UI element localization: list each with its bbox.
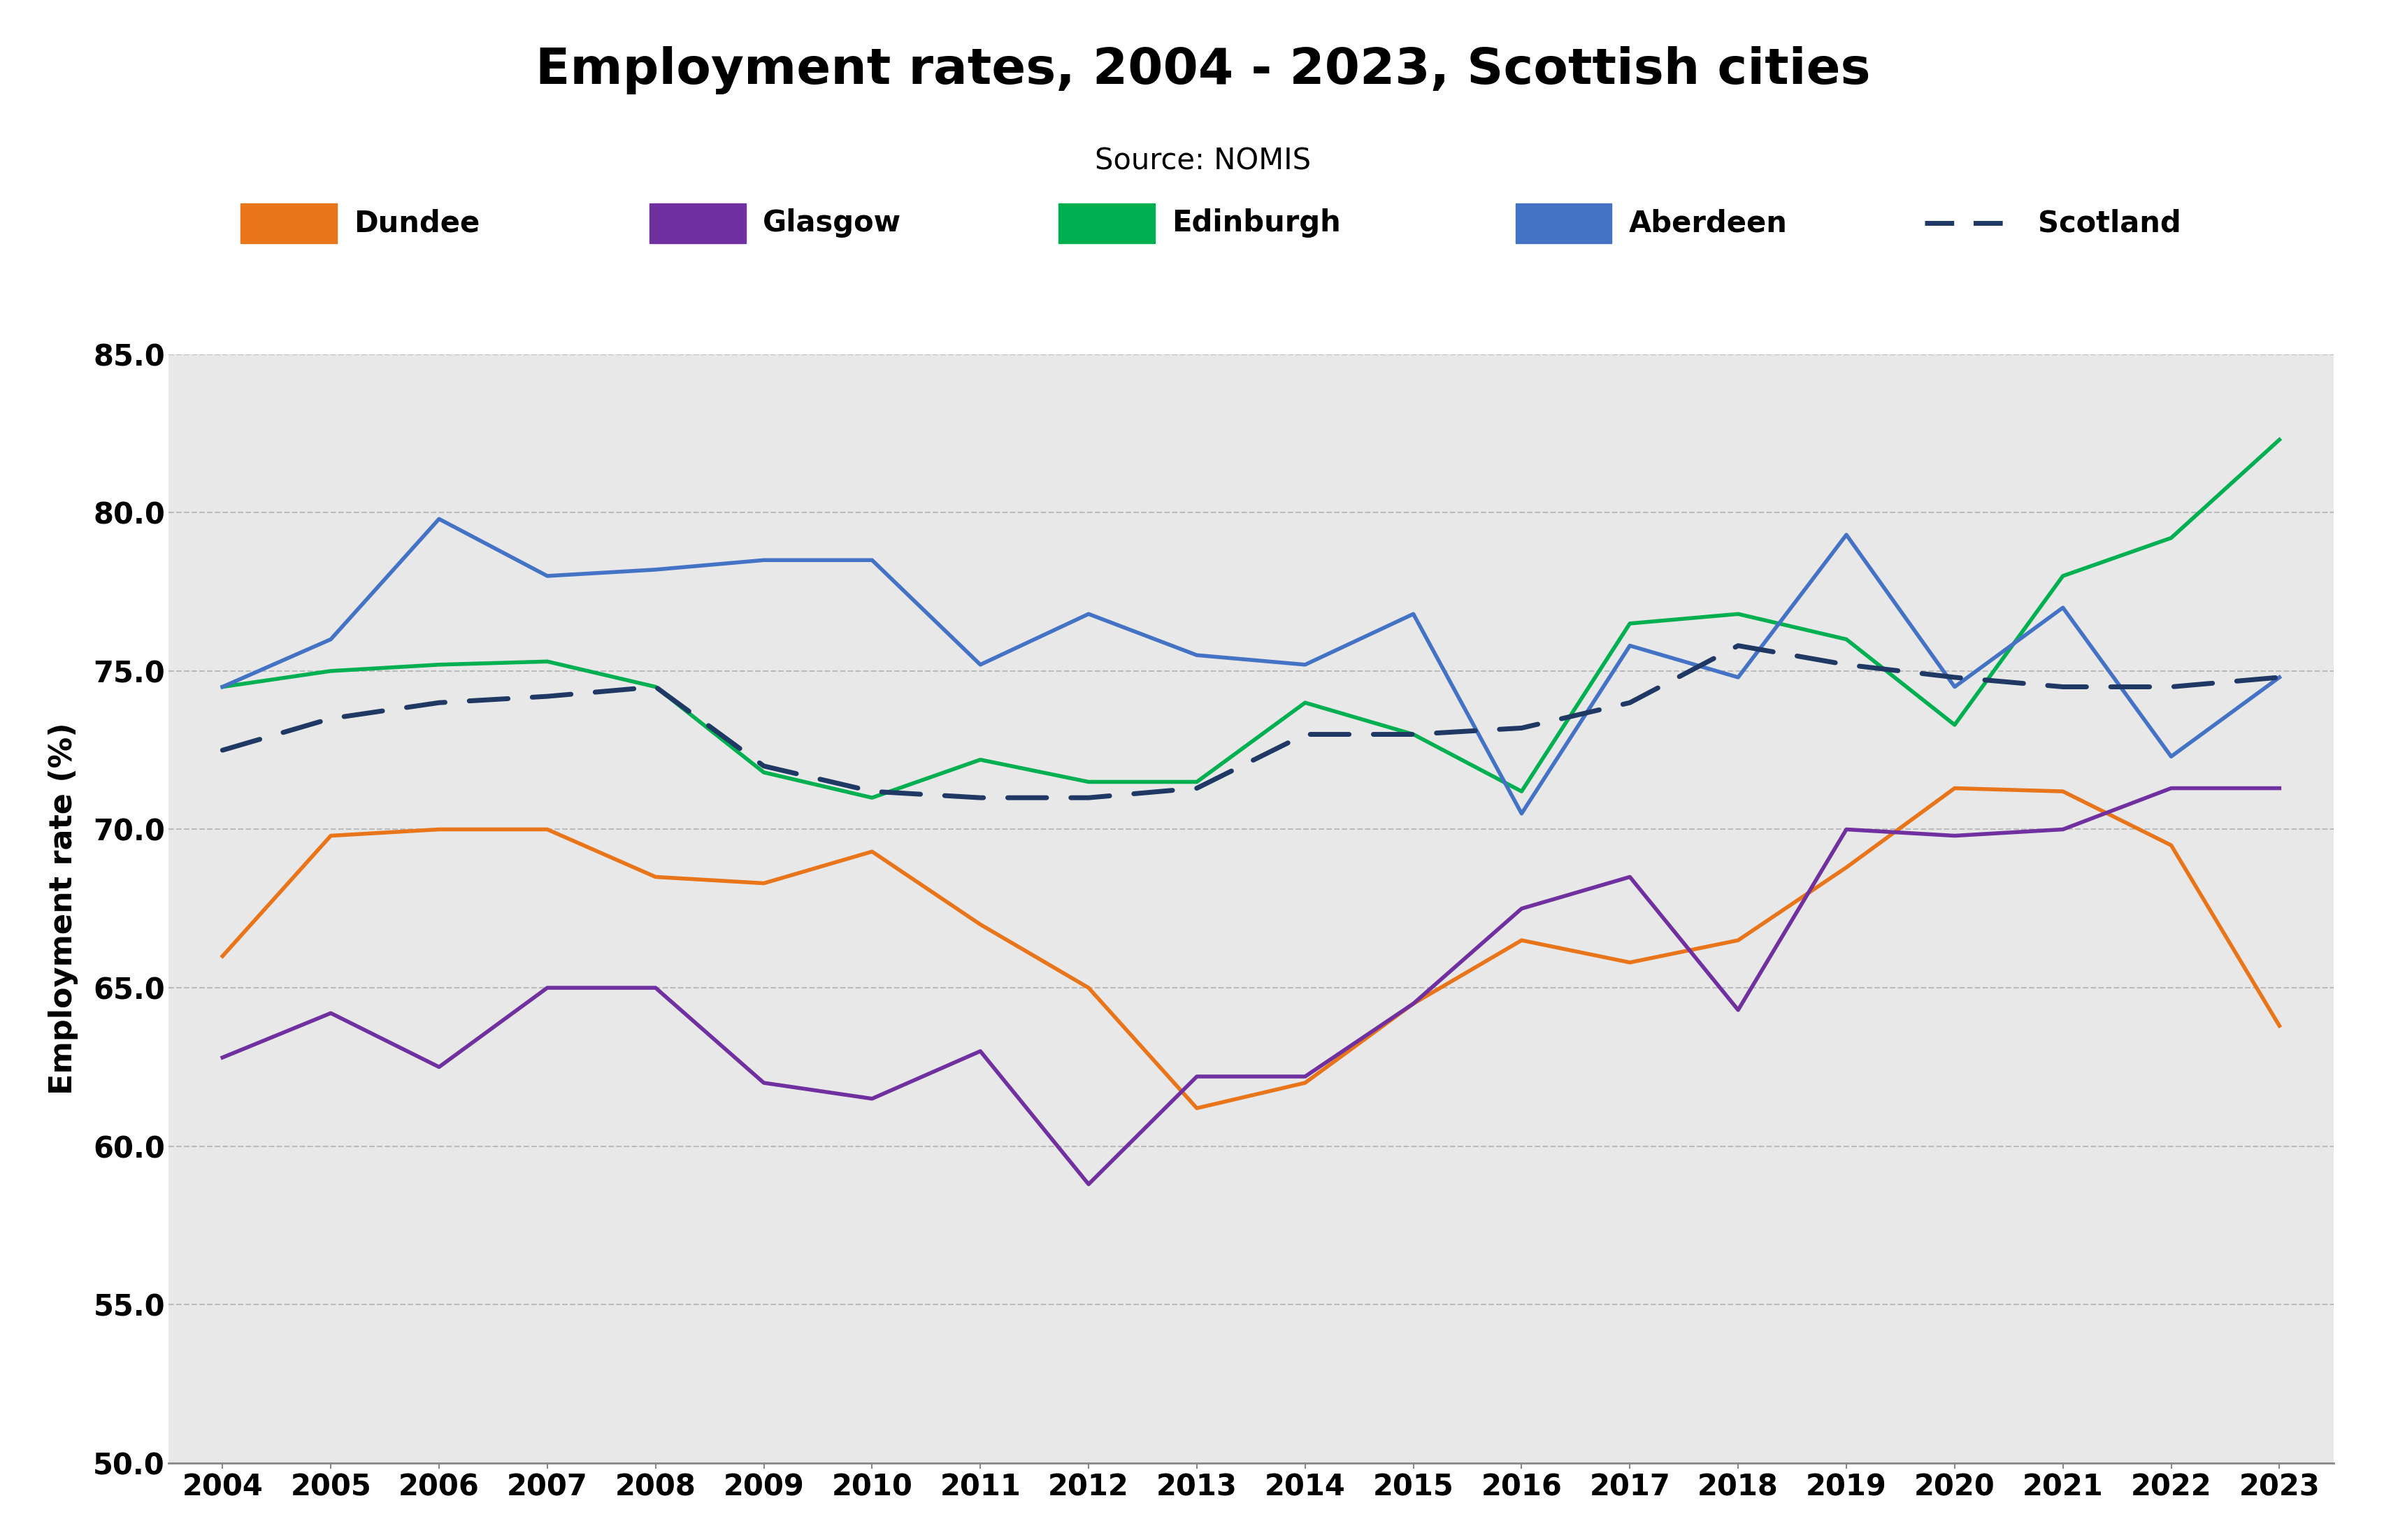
- Text: Scotland: Scotland: [2037, 208, 2181, 239]
- Text: Source: NOMIS: Source: NOMIS: [1094, 146, 1311, 176]
- Text: Employment rates, 2004 - 2023, Scottish cities: Employment rates, 2004 - 2023, Scottish …: [536, 46, 1869, 94]
- Text: Aberdeen: Aberdeen: [1628, 208, 1787, 239]
- Text: Dundee: Dundee: [354, 208, 479, 239]
- Text: Glasgow: Glasgow: [762, 208, 902, 239]
- Y-axis label: Employment rate (%): Employment rate (%): [48, 722, 79, 1095]
- Text: Edinburgh: Edinburgh: [1171, 208, 1340, 239]
